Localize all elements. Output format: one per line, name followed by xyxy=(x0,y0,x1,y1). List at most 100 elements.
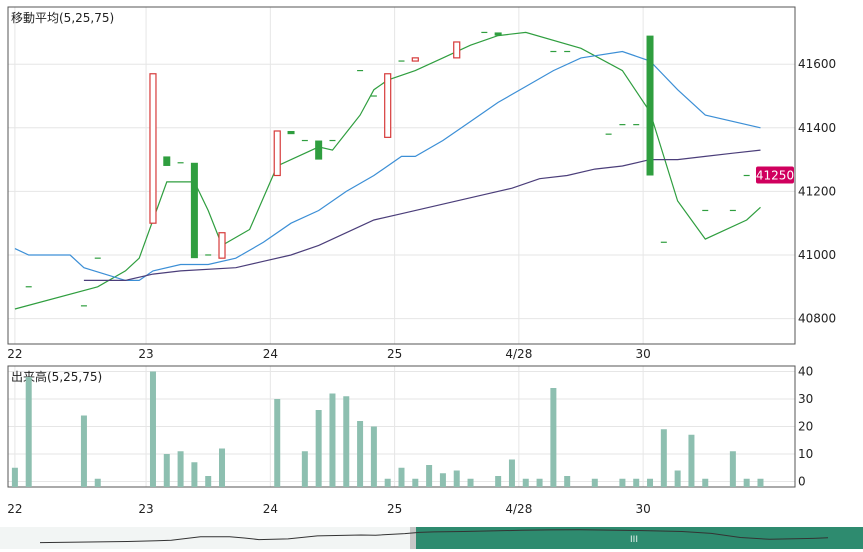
price-tick-label: 40800 xyxy=(798,312,836,326)
volume-bar xyxy=(467,478,474,487)
volume-bar xyxy=(25,377,32,487)
volume-bar xyxy=(647,478,654,487)
volume-bar xyxy=(384,478,391,487)
candle-down xyxy=(315,140,323,160)
volume-bar xyxy=(149,371,156,487)
volume-bar xyxy=(550,388,557,487)
current-price-badge-bg xyxy=(756,166,794,184)
candle-down xyxy=(646,35,654,176)
volume-bar xyxy=(674,470,681,487)
volume-date-tick-label: 30 xyxy=(635,502,650,516)
volume-axis-tick-labels: 0 10 20 30 40 xyxy=(798,365,813,489)
volume-bar xyxy=(564,476,571,487)
candle-up xyxy=(149,73,157,224)
volume-tick-label: 40 xyxy=(798,365,813,379)
price-panel: 移動平均(5,25,75) 4080041000412004140041600 … xyxy=(7,6,836,345)
price-panel-title: 移動平均(5,25,75) xyxy=(11,11,114,25)
candle-up xyxy=(218,232,226,259)
volume-bar xyxy=(757,478,764,487)
volume-bar xyxy=(743,478,750,487)
range-navigator[interactable]: III xyxy=(0,527,863,549)
candle-up xyxy=(453,41,461,59)
volume-bar xyxy=(453,470,460,487)
volume-tick-label: 10 xyxy=(798,447,813,461)
volume-tick-label: 30 xyxy=(798,392,813,406)
price-tick-label: 41600 xyxy=(798,57,836,71)
moving-average-lines xyxy=(14,31,761,310)
volume-tick-label: 20 xyxy=(798,420,813,434)
volume-bar xyxy=(633,478,640,487)
candle-down xyxy=(163,156,171,166)
price-date-tick-label: 30 xyxy=(635,347,650,361)
volume-bar xyxy=(619,478,626,487)
price-date-tick-label: 4/28 xyxy=(505,347,532,361)
candle-up xyxy=(273,130,281,177)
price-panel-frame xyxy=(7,6,796,345)
price-tick-label: 41000 xyxy=(798,248,836,262)
volume-bar xyxy=(329,393,336,487)
navigator-selection-window[interactable] xyxy=(415,527,863,549)
volume-bar xyxy=(163,454,170,487)
volume-bar xyxy=(398,467,405,487)
volume-bar xyxy=(702,478,709,487)
candle-down xyxy=(494,32,502,36)
volume-bar xyxy=(315,410,322,487)
volume-bar xyxy=(274,399,281,487)
candle-down xyxy=(287,130,295,135)
volume-tick-label: 0 xyxy=(798,475,806,489)
candle-up xyxy=(411,57,419,62)
volume-bar xyxy=(660,429,667,487)
candlesticks xyxy=(25,31,750,307)
volume-panel-title: 出来高(5,25,75) xyxy=(11,369,102,384)
volume-date-tick-label: 22 xyxy=(7,502,22,516)
navigator-left-handle[interactable] xyxy=(410,527,416,549)
volume-bar xyxy=(177,451,184,487)
price-tick-label: 41400 xyxy=(798,121,836,135)
volume-panel: 出来高(5,25,75) 0 10 20 30 40 xyxy=(7,365,813,489)
volume-bar xyxy=(591,478,598,487)
ma-line-ma75 xyxy=(83,149,761,281)
navigator-overview-line xyxy=(39,529,829,544)
volume-bar xyxy=(439,473,446,487)
volume-bar xyxy=(301,451,308,487)
price-date-tick-labels: 22 23 24 25 4/28 30 xyxy=(7,347,651,361)
volume-date-tick-label: 23 xyxy=(138,502,153,516)
volume-bar xyxy=(370,426,377,487)
grip-icon[interactable]: III xyxy=(630,535,638,545)
current-price-label: 41250 xyxy=(756,169,794,183)
volume-bar xyxy=(343,396,350,487)
volume-bar xyxy=(205,476,212,487)
volume-bar xyxy=(426,465,433,487)
volume-bar xyxy=(357,421,364,487)
price-date-tick-label: 25 xyxy=(387,347,402,361)
price-tick-label: 41200 xyxy=(798,184,836,198)
ma-line-ma25 xyxy=(14,50,761,281)
volume-bar xyxy=(219,448,226,487)
volume-date-tick-label: 4/28 xyxy=(505,502,532,516)
price-date-tick-label: 24 xyxy=(263,347,278,361)
volume-bar xyxy=(508,459,515,487)
current-price-badge: 41250 xyxy=(756,166,794,184)
volume-bars xyxy=(11,371,764,487)
volume-bar xyxy=(94,478,101,487)
volume-bar xyxy=(495,476,502,487)
volume-bar xyxy=(80,415,87,487)
volume-bar xyxy=(11,467,18,487)
candle-up xyxy=(384,73,392,138)
volume-date-tick-label: 24 xyxy=(263,502,278,516)
volume-bar xyxy=(729,451,736,487)
volume-bar xyxy=(522,478,529,487)
price-date-tick-label: 22 xyxy=(7,347,22,361)
volume-date-tick-labels: 22 23 24 25 4/28 30 xyxy=(7,502,651,516)
volume-date-tick-label: 25 xyxy=(387,502,402,516)
volume-bar xyxy=(536,478,543,487)
ma-line-ma5 xyxy=(14,31,761,310)
price-date-tick-label: 23 xyxy=(138,347,153,361)
volume-bar xyxy=(191,462,198,487)
price-axis-tick-labels: 40800 41000 41200 41400 41600 xyxy=(798,57,836,325)
candle-down xyxy=(190,162,198,259)
price-gridlines xyxy=(8,7,795,344)
volume-bar xyxy=(688,434,695,487)
volume-bar xyxy=(412,478,419,487)
